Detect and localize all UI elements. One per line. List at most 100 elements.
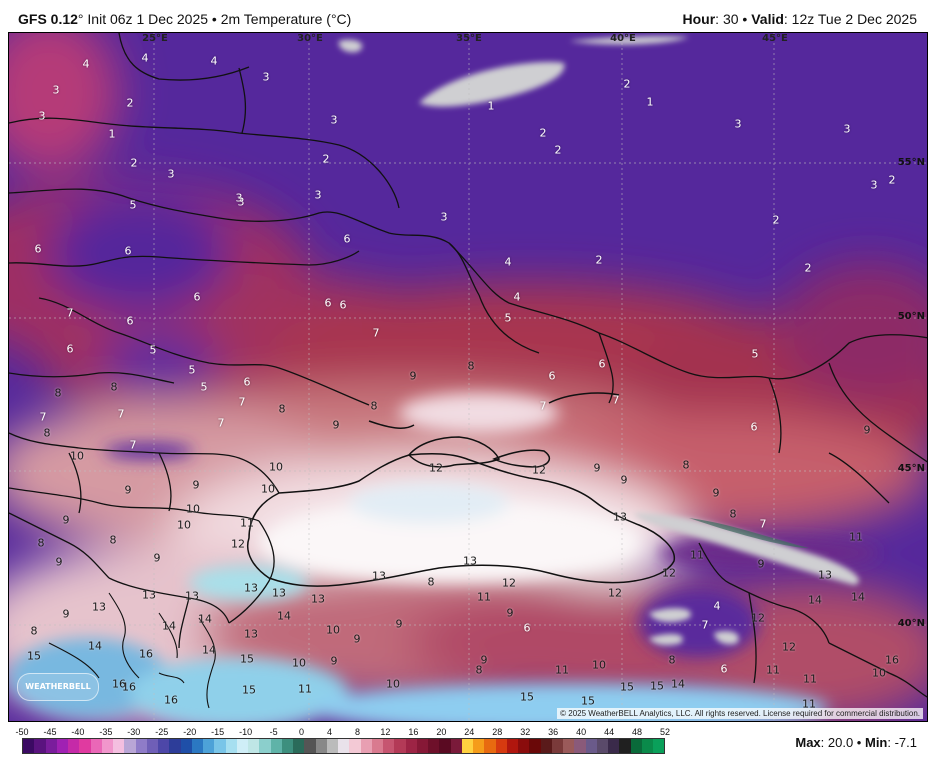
colorbar-swatch bbox=[596, 739, 608, 753]
colorbar-tick-label: 20 bbox=[436, 727, 447, 737]
temperature-value: 13 bbox=[272, 586, 286, 600]
temperature-value: 3 bbox=[167, 167, 175, 181]
temperature-value: 13 bbox=[185, 589, 199, 603]
temperature-value: 16 bbox=[164, 693, 178, 707]
colorbar-swatch bbox=[79, 739, 91, 753]
temperature-value: 9 bbox=[62, 607, 70, 621]
colorbar-tick-label: 48 bbox=[632, 727, 643, 737]
temperature-value: 11 bbox=[849, 530, 863, 544]
colorbar-tick-label: 40 bbox=[576, 727, 587, 737]
colorbar-swatch bbox=[270, 739, 282, 753]
colorbar-tick-label: -35 bbox=[99, 727, 113, 737]
temperature-value: 14 bbox=[162, 619, 176, 633]
model-name: GFS 0.12 bbox=[18, 11, 78, 27]
temperature-value: 12 bbox=[502, 576, 516, 590]
temperature-colorbar bbox=[22, 738, 665, 754]
colorbar-tick-label: 4 bbox=[327, 727, 333, 737]
colorbar-swatch bbox=[383, 739, 395, 753]
colorbar-swatch bbox=[439, 739, 451, 753]
temperature-value: 14 bbox=[198, 612, 212, 626]
lon-label-25e: 25°E bbox=[142, 33, 168, 44]
temperature-value: 9 bbox=[332, 418, 340, 432]
temperature-value: 8 bbox=[54, 386, 62, 400]
temperature-value: 6 bbox=[598, 357, 606, 371]
colorbar-swatch bbox=[293, 739, 305, 753]
temperature-value: 2 bbox=[804, 261, 812, 275]
valid-time: Hour: 30 • Valid: 12z Tue 2 Dec 2025 bbox=[683, 11, 918, 27]
temperature-value: 15 bbox=[581, 694, 595, 708]
temperature-value: 3 bbox=[52, 83, 60, 97]
temperature-value: 6 bbox=[66, 342, 74, 356]
temperature-value: 16 bbox=[122, 680, 136, 694]
lon-label-35e: 35°E bbox=[456, 33, 482, 44]
temperature-value: 10 bbox=[386, 677, 400, 691]
temperature-value: 10 bbox=[292, 656, 306, 670]
lon-label-40e: 40°E bbox=[610, 33, 636, 44]
colorbar-swatch bbox=[529, 739, 541, 753]
temperature-value: 4 bbox=[141, 51, 149, 65]
colorbar-swatch bbox=[23, 739, 35, 753]
min-label: Min bbox=[864, 735, 888, 750]
colorbar-swatch bbox=[315, 739, 327, 753]
colorbar-swatch bbox=[135, 739, 147, 753]
temperature-value: 15 bbox=[242, 683, 256, 697]
temperature-value: 6 bbox=[339, 298, 347, 312]
colorbar-swatch bbox=[45, 739, 57, 753]
colorbar-tick-label: -45 bbox=[43, 727, 57, 737]
lon-label-45e: 45°E bbox=[762, 33, 788, 44]
temperature-value: 1 bbox=[646, 95, 654, 109]
temperature-value: 14 bbox=[202, 643, 216, 657]
colorbar-tick-label: 12 bbox=[380, 727, 391, 737]
temperature-value: 14 bbox=[671, 677, 685, 691]
colorbar-swatch bbox=[248, 739, 260, 753]
temperature-value: 8 bbox=[110, 380, 118, 394]
temperature-value: 15 bbox=[240, 652, 254, 666]
temperature-value: 15 bbox=[620, 680, 634, 694]
temperature-value: 9 bbox=[506, 606, 514, 620]
colorbar-swatch bbox=[146, 739, 158, 753]
lat-label-40n: 40°N bbox=[897, 618, 925, 629]
colorbar-tick-label: -50 bbox=[15, 727, 29, 737]
colorbar-tick-label: -20 bbox=[183, 727, 197, 737]
temperature-value: 2 bbox=[126, 96, 134, 110]
temperature-value: 8 bbox=[475, 663, 483, 677]
copyright-notice: © 2025 WeatherBELL Analytics, LLC. All r… bbox=[557, 708, 923, 719]
temperature-value: 7 bbox=[759, 517, 767, 531]
temperature-value: 10 bbox=[872, 666, 886, 680]
temperature-value: 4 bbox=[504, 255, 512, 269]
temperature-value: 9 bbox=[153, 551, 161, 565]
colorbar-tick-label: 52 bbox=[659, 727, 671, 737]
temperature-value: 3 bbox=[38, 109, 46, 123]
colorbar-swatch bbox=[461, 739, 473, 753]
colorbar-swatch bbox=[653, 739, 665, 753]
temperature-value: 16 bbox=[885, 653, 899, 667]
temperature-value: 6 bbox=[243, 375, 251, 389]
temperature-value: 11 bbox=[298, 682, 312, 696]
temperature-value: 2 bbox=[554, 143, 562, 157]
colorbar-swatch bbox=[191, 739, 203, 753]
colorbar-swatch bbox=[326, 739, 338, 753]
temperature-value: 10 bbox=[261, 482, 275, 496]
colorbar-swatch bbox=[169, 739, 181, 753]
temperature-value: 4 bbox=[210, 54, 218, 68]
temperature-value: 9 bbox=[757, 557, 765, 571]
temperature-value: 12 bbox=[662, 566, 676, 580]
temperature-value: 6 bbox=[126, 314, 134, 328]
temperature-value: 7 bbox=[238, 395, 246, 409]
colorbar-swatch bbox=[338, 739, 350, 753]
temperature-value: 10 bbox=[269, 460, 283, 474]
temperature-value: 15 bbox=[520, 690, 534, 704]
temperature-value: 13 bbox=[92, 600, 106, 614]
temperature-value: 5 bbox=[751, 347, 759, 361]
temperature-value: 11 bbox=[766, 663, 780, 677]
temperature-value: 3 bbox=[237, 195, 245, 209]
temperature-value: 3 bbox=[330, 113, 338, 127]
colorbar-swatch bbox=[214, 739, 226, 753]
temperature-value: 5 bbox=[188, 363, 196, 377]
colorbar-swatch bbox=[124, 739, 136, 753]
temperature-value: 2 bbox=[772, 213, 780, 227]
colorbar-swatch bbox=[349, 739, 361, 753]
colorbar-swatch bbox=[641, 739, 653, 753]
temperature-value: 9 bbox=[330, 654, 338, 668]
